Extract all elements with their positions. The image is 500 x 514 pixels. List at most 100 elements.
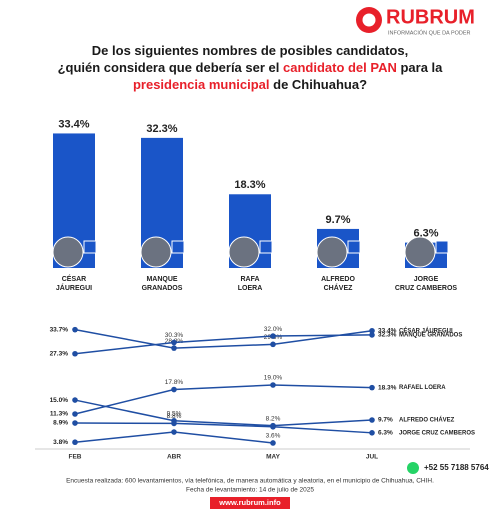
point-label: 32.3% [378,332,397,339]
pan-logo [347,240,361,254]
logo-mark-inner [362,13,376,27]
bar-value-label: 33.4% [58,118,89,130]
title-line: presidencia municipal de Chihuahua? [133,77,367,92]
point-label: 15.0% [50,397,69,404]
title-part: candidato del PAN [283,60,397,75]
series-point [270,423,276,430]
x-tick-label: JUL [366,454,378,461]
series-point [270,440,276,446]
candidate-name: RAFA LOERA [238,276,263,292]
name-line: CRUZ CAMBEROS [395,285,458,292]
point-label: 30.3% [165,332,184,339]
point-label: 27.3% [50,350,69,357]
point-label: 19.0% [264,375,283,382]
series-line [74,422,373,434]
bar-value-label: 18.3% [234,179,265,191]
point-label: 8.2% [266,415,281,422]
point-label: 9.7% [378,417,393,424]
series-name: MANQUE GRANADOS [399,333,462,339]
point-label: 3.6% [266,433,281,440]
series-point [270,341,276,348]
candidate-name: JORGE CRUZ CAMBEROS [395,276,458,292]
pan-logo [435,240,449,254]
series-point [171,420,177,427]
point-label: 11.3% [50,411,68,418]
name-line: JÁUREGUI [56,283,92,292]
candidate-photo [140,236,172,268]
title-part: De los siguientes nombres de posibles ca… [92,43,408,58]
series-point [369,417,375,423]
candidate-name: MANQUE GRANADOS [142,276,183,292]
candidate-photo [404,236,436,268]
point-label: 32.0% [264,326,283,333]
name-line: ALFREDO [321,276,355,283]
bar-value-label: 9.7% [325,214,350,226]
title-line: ¿quién considera que debería ser el cand… [58,60,444,75]
series-name: CÉSAR JÁUREGUI [399,326,453,334]
x-tick-label: FEB [69,454,82,461]
point-label: 33.4% [378,328,397,335]
series-line [74,384,373,415]
name-line: GRANADOS [142,285,183,292]
pan-logo [171,240,185,254]
series-point [369,327,375,334]
name-line: JORGE [414,276,439,283]
pan-logo [259,240,273,254]
series-point [171,339,177,346]
name-line: MANQUE [146,276,177,283]
series-line [74,334,373,355]
candidate-photo [316,236,348,268]
point-label: 3.8% [53,439,68,446]
candidate-photo [52,236,84,268]
candidate-name: CÉSAR JÁUREGUI [56,274,92,292]
series-name: ALFREDO CHÁVEZ [399,417,455,424]
series-line [74,399,373,427]
series-point [171,345,177,351]
title-part: ¿quién considera que debería ser el [58,60,283,75]
series-name: RAFAEL LOERA [399,385,446,391]
pan-logo [83,240,97,254]
point-label: 18.3% [378,384,397,391]
point-label: 8.8% [167,413,182,420]
whatsapp-icon [407,462,419,474]
name-line: RAFA [240,276,259,283]
series-name: JORGE CRUZ CAMBEROS [399,430,475,436]
point-label: 33.7% [50,326,69,333]
series-point [171,386,177,393]
candidate-photo [228,236,260,268]
url-box [210,497,290,509]
series-point [171,429,177,435]
title-part: presidencia municipal [133,77,270,92]
x-tick-label: MAY [266,454,281,461]
candidate-name: ALFREDO CHÁVEZ [321,276,355,292]
point-label: 8.9% [53,420,68,427]
title-part: para la [397,60,443,75]
name-line: CÉSAR [62,274,87,283]
series-point [72,350,78,357]
series-point [72,326,78,333]
footer-date: Fecha de levantamiento: 14 de julio de 2… [186,487,314,494]
series-point [369,384,375,391]
x-tick-label: ABR [167,454,181,461]
series-point [270,333,276,339]
title-part: de Chihuahua? [270,77,368,92]
series-point [72,439,78,446]
phone: +52 55 7188 5764 [424,463,489,472]
series-point [72,411,78,417]
series-point [369,332,375,338]
series-point [72,420,78,426]
url[interactable]: www.rubrum.info [218,498,281,507]
logo-tagline: INFORMACIÓN QUE DA PODER [388,29,471,36]
name-line: CHÁVEZ [324,283,354,292]
title-line: De los siguientes nombres de posibles ca… [92,43,408,58]
name-line: LOERA [238,285,263,292]
bar-value-label: 32.3% [146,123,177,135]
title: De los siguientes nombres de posibles ca… [58,43,444,92]
logo-name: RUBRUM [386,6,475,28]
point-label: 17.8% [165,379,184,386]
series-point [369,430,375,436]
series-line [74,328,373,349]
series-point [270,382,276,388]
series-point [72,397,78,403]
